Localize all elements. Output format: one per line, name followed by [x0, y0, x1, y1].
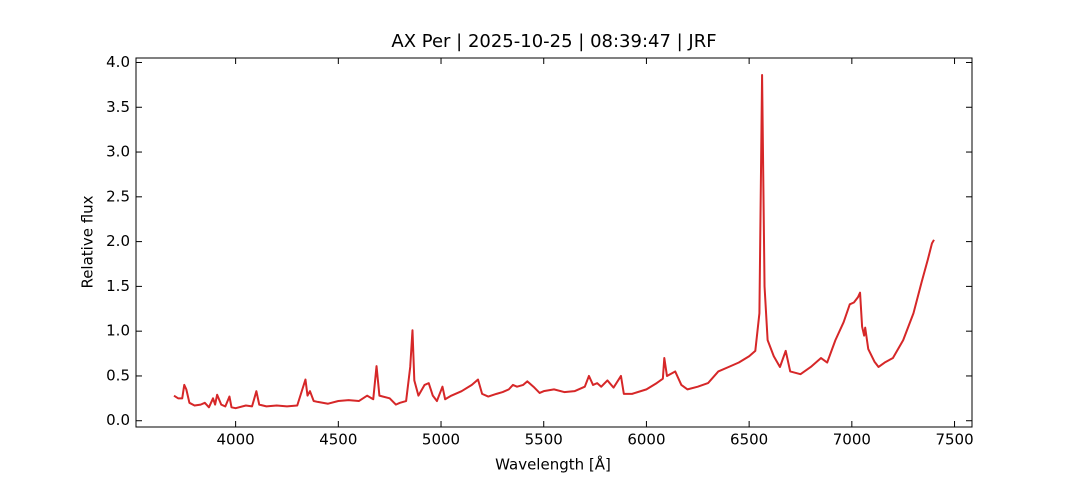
y-axis-label: Relative flux — [79, 195, 97, 288]
x-tick-label: 7000 — [833, 431, 871, 449]
y-tick-label: 2.5 — [106, 187, 130, 205]
plot-frame — [135, 57, 973, 428]
y-tick-label: 4.0 — [106, 53, 130, 71]
chart-title: AX Per | 2025-10-25 | 08:39:47 | JRF — [391, 31, 716, 52]
y-tick-label: 0.5 — [106, 366, 130, 384]
y-tick-label: 1.0 — [106, 322, 130, 340]
spectrum-line — [173, 74, 935, 410]
x-tick-label: 5500 — [525, 431, 563, 449]
x-tick-label: 6000 — [627, 431, 665, 449]
x-tick-label: 7500 — [935, 431, 973, 449]
x-tick-label: 4000 — [217, 431, 255, 449]
x-tick-label: 5000 — [422, 431, 460, 449]
x-axis-label: Wavelength [Å] — [495, 455, 611, 474]
y-tick-label: 2.0 — [106, 232, 130, 250]
y-tick-label: 1.5 — [106, 277, 130, 295]
x-tick-label: 4500 — [319, 431, 357, 449]
y-tick-label: 3.5 — [106, 98, 130, 116]
y-tick-label: 3.0 — [106, 143, 130, 161]
x-tick-label: 6500 — [730, 431, 768, 449]
y-tick-label: 0.0 — [106, 411, 130, 429]
